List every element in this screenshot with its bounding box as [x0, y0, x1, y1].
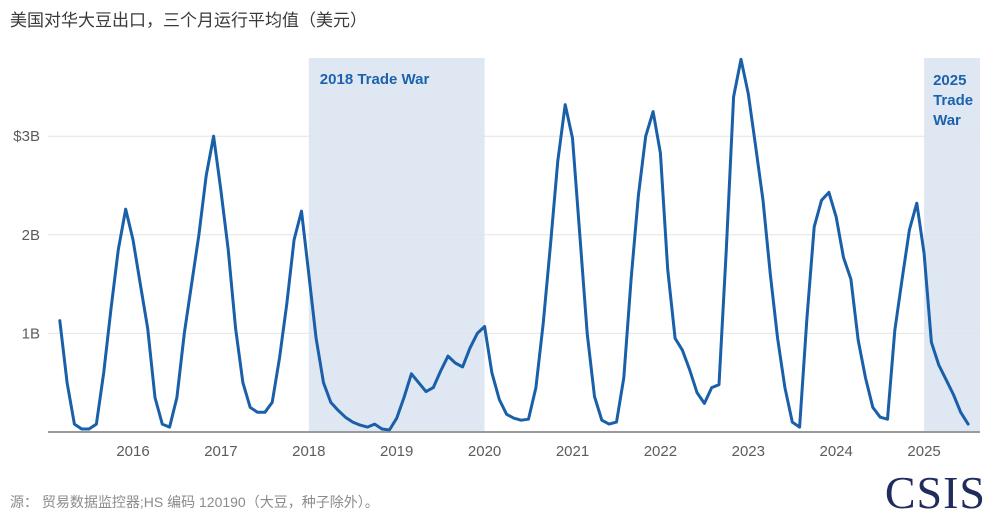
x-axis-tick-label: 2022 — [644, 443, 677, 460]
trade-war-2025-label-line: War — [933, 112, 961, 129]
series-line — [58, 57, 970, 432]
trade-war-2018-label: 2018 Trade War — [320, 71, 430, 88]
trade-war-band-2018 — [308, 58, 485, 432]
trade-war-2025-label-line: 2025 — [933, 72, 966, 89]
x-axis-tick-label: 2023 — [732, 443, 765, 460]
source-note: 源： 贸易数据监控器;HS 编码 120190（大豆，种子除外）。 — [10, 494, 379, 510]
x-axis-tick-label: 2019 — [380, 443, 413, 460]
x-axis-tick-label: 2018 — [292, 443, 325, 460]
x-axis-tick-label: 2025 — [907, 443, 940, 460]
x-axis-tick-label: 2021 — [556, 443, 589, 460]
y-axis-tick-label: 2B — [22, 227, 40, 244]
x-axis-tick-label: 2016 — [116, 443, 149, 460]
y-axis-tick-label: 1B — [22, 325, 40, 342]
trade-war-2025-label-line: Trade — [933, 92, 973, 109]
trade-war-band-2025 — [924, 58, 980, 432]
x-axis-tick-label: 2020 — [468, 443, 501, 460]
x-axis-tick-label: 2024 — [820, 443, 853, 460]
chart-title: 美国对华大豆出口，三个月运行平均值（美元） — [10, 11, 367, 30]
soybean-export-chart: $3B 2B 1B 2016 2017 2018 2019 2020 2021 … — [13, 57, 980, 460]
csis-logo: CSIS — [884, 467, 986, 518]
y-axis-tick-label: $3B — [13, 128, 40, 145]
x-axis-tick-label: 2017 — [204, 443, 237, 460]
